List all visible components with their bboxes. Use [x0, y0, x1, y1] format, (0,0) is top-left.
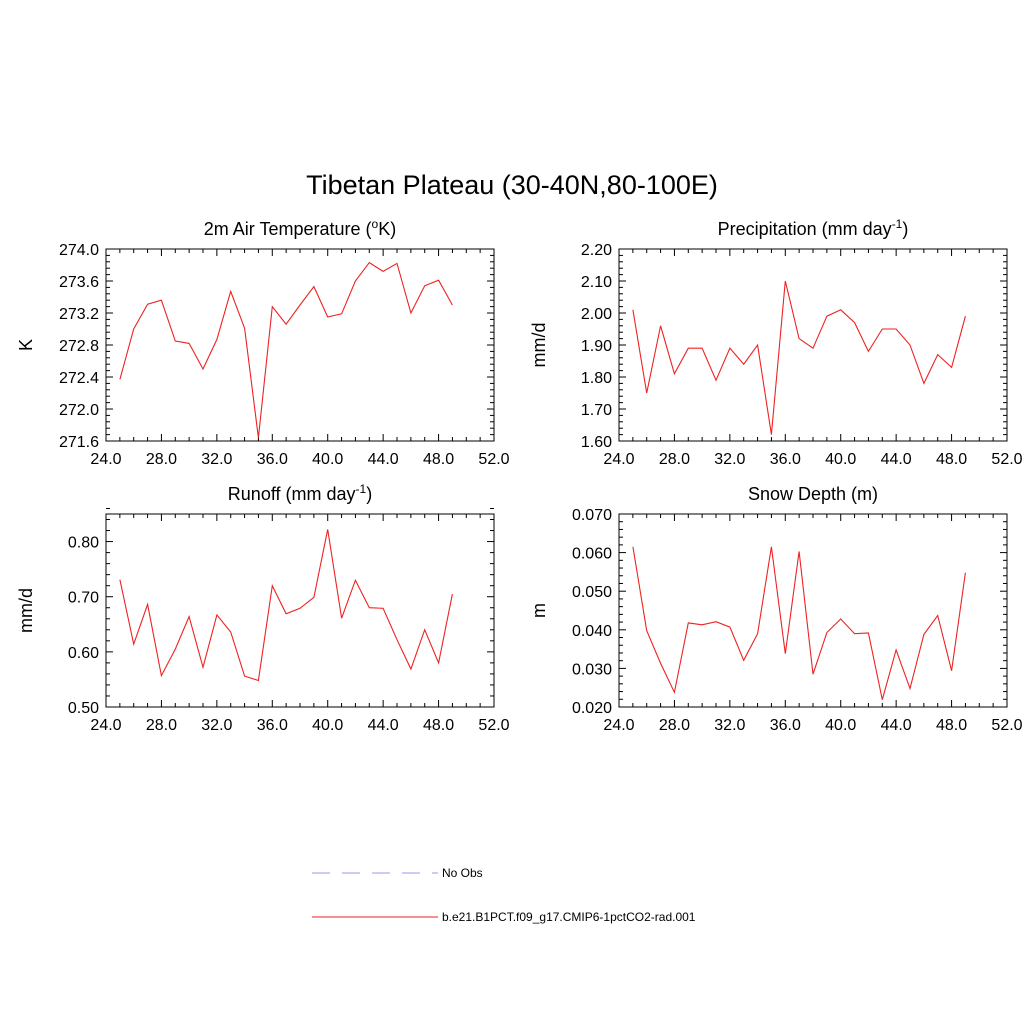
x-tick-label: 44.0 — [881, 451, 912, 468]
y-tick-label: 0.50 — [68, 700, 99, 717]
y-tick-label: 0.040 — [572, 623, 612, 640]
x-tick-label: 52.0 — [991, 717, 1022, 734]
y-tick-label: 0.60 — [68, 645, 99, 662]
y-axis-label: mm/d — [16, 588, 36, 633]
legend-label: b.e21.B1PCT.f09_g17.CMIP6-1pctCO2-rad.00… — [442, 910, 696, 924]
x-tick-label: 32.0 — [201, 717, 232, 734]
x-tick-label: 36.0 — [770, 717, 801, 734]
x-tick-label: 28.0 — [146, 451, 177, 468]
y-tick-label: 273.2 — [59, 306, 99, 323]
x-tick-label: 52.0 — [478, 451, 509, 468]
x-tick-label: 32.0 — [714, 451, 745, 468]
y-tick-label: 1.80 — [581, 370, 612, 387]
x-tick-label: 44.0 — [881, 717, 912, 734]
series-line — [632, 546, 966, 700]
x-tick-label: 40.0 — [312, 451, 343, 468]
y-tick-label: 2.10 — [581, 274, 612, 291]
panel-title: Snow Depth (m) — [748, 484, 878, 504]
x-tick-label: 40.0 — [825, 451, 856, 468]
y-tick-label: 0.70 — [68, 590, 99, 607]
series-line — [119, 529, 453, 682]
x-tick-label: 28.0 — [659, 451, 690, 468]
legend-item-2: b.e21.B1PCT.f09_g17.CMIP6-1pctCO2-rad.00… — [312, 910, 696, 924]
y-tick-label: 272.4 — [59, 370, 99, 387]
x-tick-label: 48.0 — [423, 451, 454, 468]
y-tick-label: 273.6 — [59, 274, 99, 291]
panel-title: 2m Air Temperature (oK) — [204, 217, 396, 239]
y-tick-label: 0.030 — [572, 661, 612, 678]
plot-frame — [105, 513, 495, 708]
y-tick-label: 0.060 — [572, 546, 612, 563]
legend: No Obs b.e21.B1PCT.f09_g17.CMIP6-1pctCO2-… — [312, 866, 696, 924]
chart-panel-4: 24.0 28.0 32.0 36.0 40.0 44.0 48.0 52.0 0.020 0.0… — [529, 484, 1023, 734]
x-tick-label: 36.0 — [770, 451, 801, 468]
x-tick-label: 40.0 — [312, 717, 343, 734]
y-tick-label: 0.050 — [572, 584, 612, 601]
y-tick-label: 1.60 — [581, 434, 612, 451]
x-tick-label: 24.0 — [603, 451, 634, 468]
y-tick-label: 272.0 — [59, 402, 99, 419]
y-tick-label: 274.0 — [59, 242, 99, 259]
y-tick-label: 271.6 — [59, 434, 99, 451]
y-axis-label: mm/d — [529, 323, 549, 368]
x-tick-label: 32.0 — [714, 717, 745, 734]
x-tick-label: 36.0 — [257, 451, 288, 468]
y-tick-label: 272.8 — [59, 338, 99, 355]
chart-panel-1: 24.0 28.0 32.0 36.0 40.0 44.0 48.0 52.0 271.6 272… — [16, 217, 510, 468]
y-axis-label: m — [529, 603, 549, 618]
y-tick-label: 2.20 — [581, 242, 612, 259]
y-tick-label: 0.80 — [68, 535, 99, 552]
series-line — [632, 280, 966, 435]
y-tick-label: 1.90 — [581, 338, 612, 355]
x-tick-label: 40.0 — [825, 717, 856, 734]
x-tick-label: 24.0 — [90, 717, 121, 734]
x-tick-label: 28.0 — [146, 717, 177, 734]
y-tick-label: 0.020 — [572, 700, 612, 717]
y-tick-label: 2.00 — [581, 306, 612, 323]
legend-label: No Obs — [442, 866, 483, 880]
x-tick-label: 24.0 — [90, 451, 121, 468]
x-tick-label: 28.0 — [659, 717, 690, 734]
panel-title: Precipitation (mm day-1) — [718, 217, 909, 239]
chart-panel-2: 24.0 28.0 32.0 36.0 40.0 44.0 48.0 52.0 1.60 1.70… — [529, 217, 1023, 468]
plot-frame — [618, 248, 1008, 442]
series-line — [119, 261, 453, 438]
x-tick-label: 52.0 — [478, 717, 509, 734]
x-tick-label: 24.0 — [603, 717, 634, 734]
chart-panel-3: 24.0 28.0 32.0 36.0 40.0 44.0 48.0 52.0 0.50 0.60… — [16, 482, 510, 734]
x-tick-label: 44.0 — [368, 451, 399, 468]
x-tick-label: 44.0 — [368, 717, 399, 734]
x-tick-label: 32.0 — [201, 451, 232, 468]
plot-frame — [105, 248, 495, 442]
figure-title: Tibetan Plateau (30-40N,80-100E) — [306, 170, 718, 200]
y-axis-label: K — [16, 339, 36, 351]
legend-item-1: No Obs — [312, 866, 483, 880]
x-tick-label: 36.0 — [257, 717, 288, 734]
x-tick-label: 48.0 — [423, 717, 454, 734]
x-tick-label: 48.0 — [936, 717, 967, 734]
y-tick-label: 0.070 — [572, 507, 612, 524]
y-tick-label: 1.70 — [581, 402, 612, 419]
chart-panels: 24.0 28.0 32.0 36.0 40.0 44.0 48.0 52.0 271.6 272… — [16, 217, 1023, 734]
panel-title: Runoff (mm day-1) — [228, 482, 372, 504]
x-tick-label: 52.0 — [991, 451, 1022, 468]
x-tick-label: 48.0 — [936, 451, 967, 468]
